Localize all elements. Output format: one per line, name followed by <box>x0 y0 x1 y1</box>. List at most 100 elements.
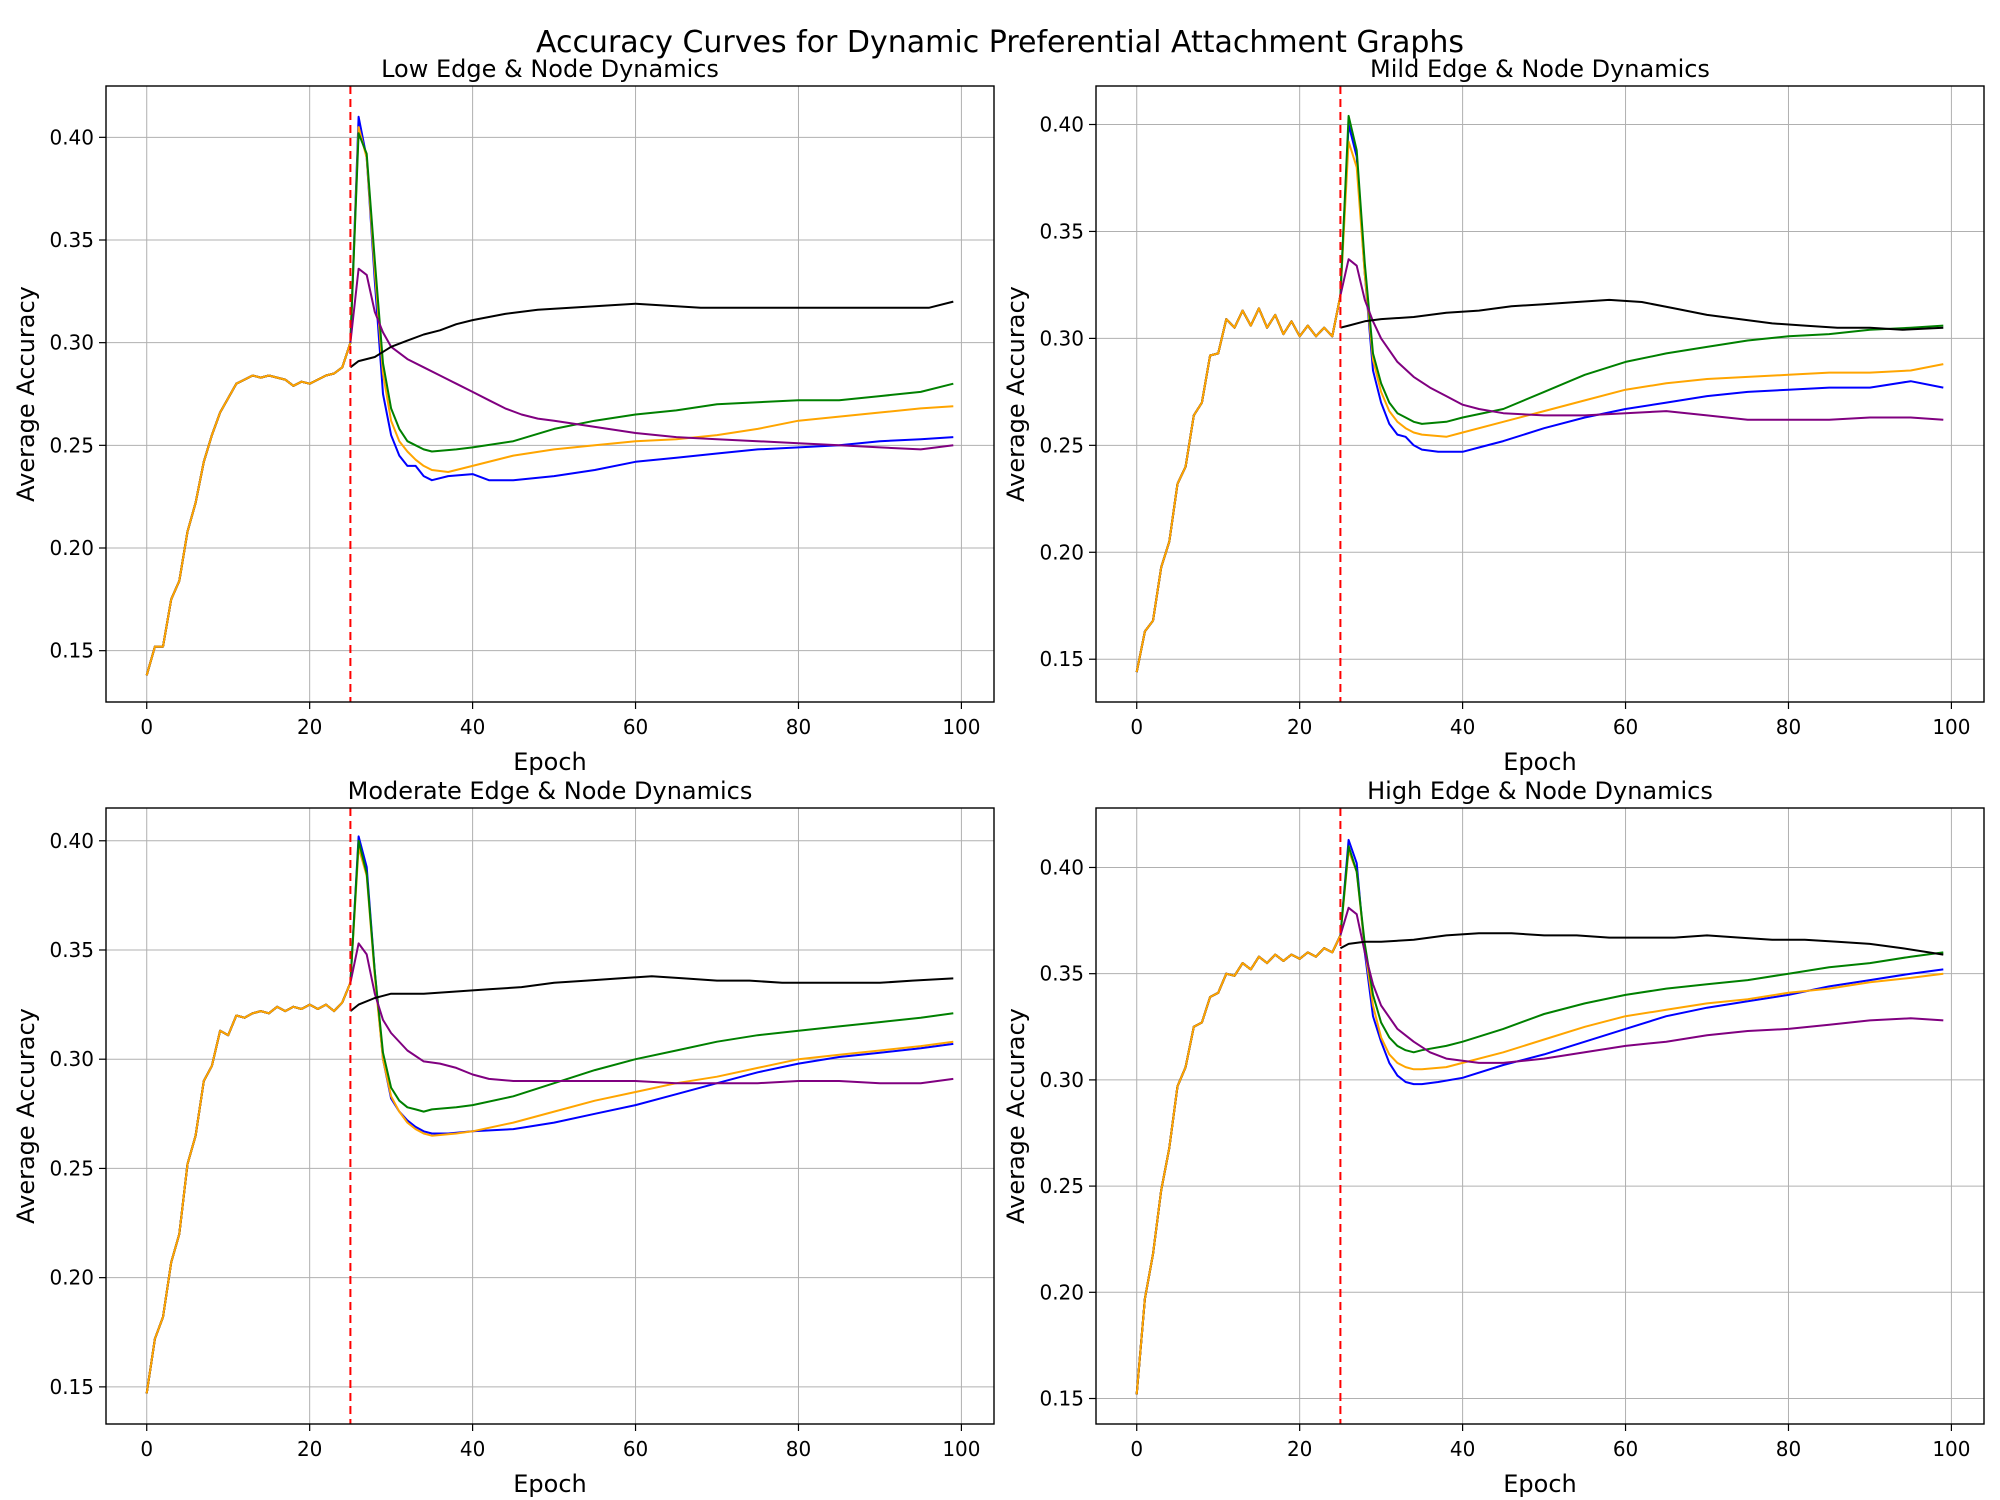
series-line-blue <box>1339 838 1944 1086</box>
x-tick-label: 40 <box>1450 715 1475 739</box>
series-line-pre-green <box>1135 295 1342 673</box>
series-line-green <box>1339 845 1944 1054</box>
plot-frame <box>105 85 995 703</box>
x-tick-label: 40 <box>460 1437 485 1461</box>
subplot-3: 0 20 40 60 80 100 0.15 0.20 0.25 0.30 0.35 0.40 Mode… <box>12 777 995 1498</box>
x-tick-label: 20 <box>297 715 322 739</box>
y-axis-label: Average Accuracy <box>1002 286 1030 502</box>
y-tick-label: 0.40 <box>1039 113 1084 137</box>
series-line-purple <box>1339 906 1944 1064</box>
y-tick-label: 0.35 <box>1039 962 1084 986</box>
y-tick-label: 0.25 <box>1039 433 1084 457</box>
series-line-black <box>1340 298 1944 331</box>
series-line-pre-blue <box>145 342 352 676</box>
y-axis-label: Average Accuracy <box>12 1008 40 1224</box>
series-line-blue <box>349 115 954 482</box>
series-line-pre-blue <box>1135 934 1342 1395</box>
series-line-purple <box>349 267 954 451</box>
x-tick-label: 100 <box>1932 1437 1970 1461</box>
y-tick-label: 0.25 <box>49 1156 94 1180</box>
series-line-pre-orange <box>1135 295 1342 673</box>
y-tick-label: 0.40 <box>1039 855 1084 879</box>
x-tick-label: 40 <box>1450 1437 1475 1461</box>
series-line-pre-green <box>1135 934 1342 1395</box>
y-tick-label: 0.40 <box>49 829 94 853</box>
series-line-green <box>349 132 954 453</box>
series-line-black <box>1339 932 1944 956</box>
subplot-1: 0 20 40 60 80 100 0.15 0.20 0.25 0.30 0.35 0.40 Low … <box>12 55 995 776</box>
x-tick-label: 0 <box>1130 715 1143 739</box>
series-line-pre-black <box>1135 934 1342 1395</box>
series-line-pre-black <box>145 342 352 676</box>
x-tick-label: 60 <box>623 715 648 739</box>
x-tick-label: 60 <box>1613 1437 1638 1461</box>
x-axis-label: Epoch <box>513 1470 587 1498</box>
x-axis-label: Epoch <box>1503 748 1577 776</box>
subplot-title: Low Edge & Node Dynamics <box>381 55 719 83</box>
y-tick-label: 0.20 <box>49 1266 94 1290</box>
x-tick-label: 80 <box>786 1437 811 1461</box>
y-tick-label: 0.20 <box>1039 540 1084 564</box>
x-tick-label: 80 <box>786 715 811 739</box>
subplot-2: 0 20 40 60 80 100 0.15 0.20 0.25 0.30 0.35 0.40 Mild… <box>1002 55 1985 776</box>
y-tick-label: 0.25 <box>1039 1174 1084 1198</box>
y-tick-label: 0.35 <box>49 938 94 962</box>
subplot-title: Mild Edge & Node Dynamics <box>1370 55 1710 83</box>
series-line-pre-purple <box>1135 295 1342 673</box>
x-tick-label: 0 <box>140 715 153 739</box>
x-tick-label: 80 <box>1776 715 1801 739</box>
series-line-black <box>349 300 954 369</box>
y-tick-label: 0.35 <box>1039 219 1084 243</box>
series-line-orange <box>1339 849 1944 1071</box>
series-line-orange <box>349 126 954 473</box>
x-tick-label: 40 <box>460 715 485 739</box>
y-tick-label: 0.30 <box>49 1047 94 1071</box>
series-line-purple <box>1339 258 1944 421</box>
plot-frame <box>1095 85 1985 703</box>
figure-suptitle: Accuracy Curves for Dynamic Preferential… <box>536 25 1464 60</box>
series-line-pre-black <box>145 982 352 1394</box>
x-tick-label: 20 <box>1287 715 1312 739</box>
y-tick-label: 0.15 <box>1039 1387 1084 1411</box>
series-line-orange <box>349 846 954 1137</box>
x-tick-label: 80 <box>1776 1437 1801 1461</box>
x-tick-label: 100 <box>942 1437 980 1461</box>
y-axis-label: Average Accuracy <box>12 286 40 502</box>
x-axis-label: Epoch <box>1503 1470 1577 1498</box>
series-line-pre-orange <box>1135 934 1342 1395</box>
series-line-pre-orange <box>145 342 352 676</box>
series-line-purple <box>349 942 954 1085</box>
plot-frame <box>105 807 995 1425</box>
series-line-pre-blue <box>145 982 352 1394</box>
series-line-pre-purple <box>145 982 352 1394</box>
subplot-title: High Edge & Node Dynamics <box>1367 777 1713 805</box>
x-tick-label: 60 <box>623 1437 648 1461</box>
series-line-blue <box>1339 123 1944 453</box>
x-tick-label: 60 <box>1613 715 1638 739</box>
x-tick-label: 0 <box>1130 1437 1143 1461</box>
y-tick-label: 0.30 <box>49 331 94 355</box>
series-line-green <box>1339 114 1944 425</box>
series-line-pre-green <box>145 342 352 676</box>
subplot-title: Moderate Edge & Node Dynamics <box>348 777 753 805</box>
y-tick-label: 0.15 <box>49 1375 94 1399</box>
y-axis-label: Average Accuracy <box>1002 1008 1030 1224</box>
plot-frame <box>1095 807 1985 1425</box>
series-line-orange <box>1339 140 1944 438</box>
x-axis-label: Epoch <box>513 748 587 776</box>
series-line-pre-black <box>1135 295 1342 673</box>
y-tick-label: 0.35 <box>49 228 94 252</box>
series-line-green <box>349 839 954 1113</box>
x-tick-label: 20 <box>297 1437 322 1461</box>
y-tick-label: 0.15 <box>1039 647 1084 671</box>
x-tick-label: 20 <box>1287 1437 1312 1461</box>
series-line-pre-green <box>145 982 352 1394</box>
series-line-pre-purple <box>145 342 352 676</box>
y-tick-label: 0.30 <box>1039 326 1084 350</box>
series-line-pre-blue <box>1135 295 1342 673</box>
y-tick-label: 0.15 <box>49 639 94 663</box>
x-tick-label: 100 <box>1932 715 1970 739</box>
y-tick-label: 0.40 <box>49 125 94 149</box>
